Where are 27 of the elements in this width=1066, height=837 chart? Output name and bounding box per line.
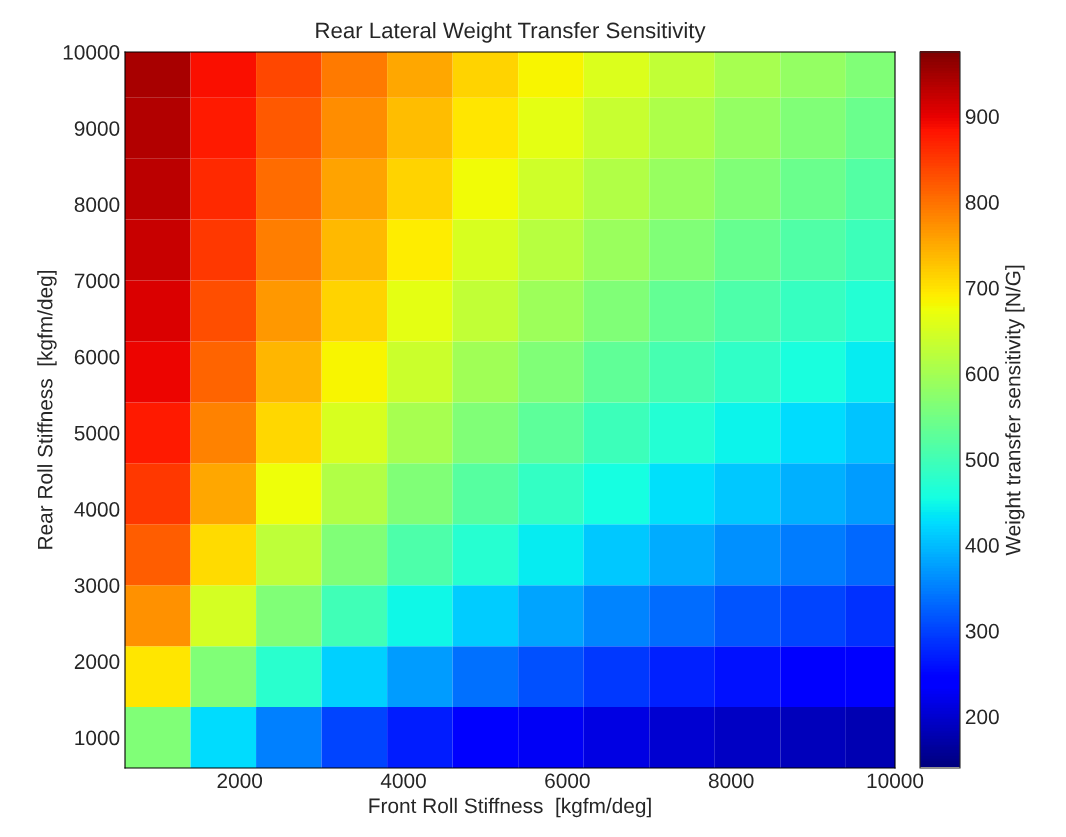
y-tick-label: 7000 (74, 273, 120, 289)
x-axis-title: Front Roll Stiffness [kgfm/deg] (369, 797, 651, 818)
color-bar-label: 600 (965, 366, 999, 382)
color-bar-title: Weight transfer sensitivity [N/G] (1005, 265, 1025, 556)
y-tick-label: 10000 (63, 45, 120, 60)
y-axis-title: Rear Roll Stiffness [kgfm/deg] (37, 270, 57, 549)
y-tick-label: 5000 (74, 425, 120, 441)
color-bar-label: 800 (965, 195, 999, 210)
color-bar-label: 200 (965, 709, 999, 725)
color-bar-label: 900 (965, 109, 999, 125)
x-tick-label: 4000 (380, 773, 426, 789)
y-tick-label: 6000 (74, 349, 120, 365)
y-tick-label: 9000 (74, 121, 120, 136)
y-tick-label: 1000 (75, 730, 120, 746)
x-tick-label: 2000 (217, 773, 263, 789)
color-bar-label: 700 (965, 280, 999, 296)
y-tick-label: 8000 (74, 197, 120, 213)
color-bar-label: 300 (965, 623, 999, 639)
y-tick-label: 4000 (74, 502, 120, 517)
color-bar-label: 500 (965, 452, 999, 468)
x-tick-label: 6000 (545, 773, 590, 789)
y-tick-label: 2000 (74, 654, 120, 670)
color-bar-label: 400 (965, 538, 999, 553)
y-tick-label: 3000 (74, 578, 120, 593)
x-tick-label: 10000 (867, 773, 924, 789)
chart-title: Rear Lateral Weight Transfer Sensitivity (316, 22, 706, 43)
x-tick-label: 8000 (708, 773, 754, 789)
